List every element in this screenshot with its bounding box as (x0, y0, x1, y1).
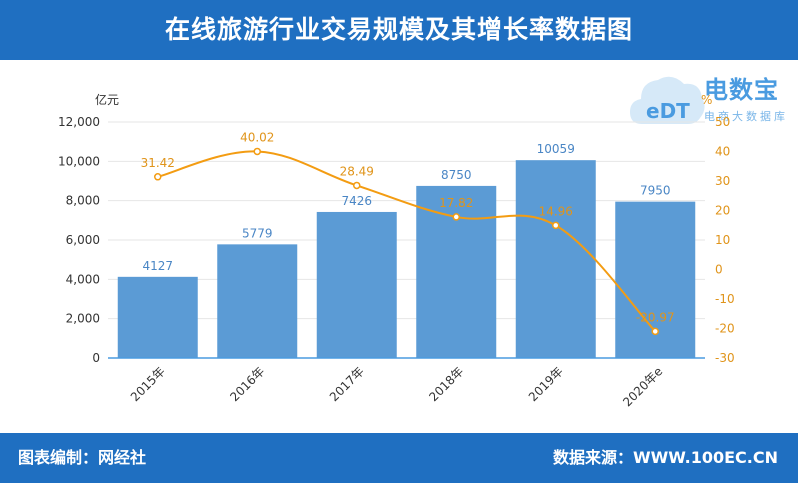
x-tick-label: 2018年 (426, 364, 466, 404)
growth-point (452, 213, 460, 221)
y2-tick-label: -20 (715, 322, 735, 336)
x-tick-label: 2020年e (620, 364, 665, 409)
growth-line-series: 31.42 40.02 28.49 17.82 14.96 -20.97 (141, 130, 675, 336)
growth-value-label: 28.49 (340, 164, 374, 178)
bar-value-label: 7426 (341, 194, 372, 208)
bar-value-label: 10059 (537, 142, 575, 156)
logo-sub-text: 电商大数据库 (704, 110, 788, 123)
bar-value-label: 4127 (142, 259, 173, 273)
y-tick-label: 2,000 (66, 312, 100, 326)
bar (416, 185, 497, 358)
bar-series: 4127 5779 7426 8750 10059 7950 (117, 142, 696, 358)
y-tick-label: 8,000 (66, 194, 100, 208)
cloud-icon: eDT (630, 76, 705, 124)
y-tick-label: 12,000 (58, 115, 100, 129)
gridlines (108, 121, 705, 320)
y-tick-label: 10,000 (58, 154, 100, 168)
y2-tick-label: 30 (715, 174, 730, 188)
logo-mark: eDT (646, 99, 690, 123)
logo-main-text: 电数宝 (704, 76, 779, 104)
chart-title: 在线旅游行业交易规模及其增长率数据图 (164, 15, 633, 44)
growth-value-label: 14.96 (539, 204, 573, 218)
x-tick-label: 2016年 (227, 364, 267, 404)
x-tick-label: 2019年 (526, 364, 566, 404)
growth-line (157, 150, 656, 333)
y2-tick-label: 10 (715, 233, 730, 247)
y2-tick-label: 0 (715, 263, 723, 277)
y-tick-label: 4,000 (66, 272, 100, 286)
bar (316, 211, 397, 358)
y-tick-label: 6,000 (66, 233, 100, 247)
bar (217, 244, 298, 358)
edatabao-logo: eDT 电数宝 电商大数据库 (628, 68, 793, 134)
y2-tick-label: -10 (715, 292, 735, 306)
x-tick-label: 2015年 (128, 364, 168, 404)
growth-value-label: 31.42 (141, 156, 175, 170)
growth-point (253, 147, 261, 156)
bar (515, 160, 596, 358)
x-tick-label: 2017年 (327, 364, 367, 404)
y2-tick-label: 50 (715, 115, 730, 129)
footer-source: 数据来源：WWW.100EC.CN (552, 448, 778, 467)
footer-credit: 图表编制：网经社 (18, 448, 147, 467)
y2-axis-label: % (701, 93, 712, 107)
y2-tick-label: 20 (715, 204, 730, 218)
growth-point (552, 221, 560, 230)
growth-point (353, 181, 361, 190)
chart-area: 4127 5779 7426 8750 10059 7950 31.42 40.02 28.4… (58, 92, 735, 409)
header-bar: 在线旅游行业交易规模及其增长率数据图 (0, 0, 798, 60)
bar (117, 276, 198, 358)
y2-tick-label: -30 (715, 351, 735, 365)
bar-value-label: 8750 (441, 168, 472, 182)
bar-value-label: 7950 (640, 184, 671, 198)
growth-value-label: 17.82 (439, 196, 473, 210)
growth-point (651, 327, 659, 336)
y-axis-label: 亿元 (95, 92, 119, 107)
bar-value-label: 5779 (242, 226, 273, 240)
footer-bar: 图表编制：网经社 数据来源：WWW.100EC.CN (0, 433, 798, 483)
growth-value-label: -20.97 (636, 310, 675, 324)
growth-value-label: 40.02 (240, 130, 274, 144)
growth-point (154, 173, 162, 181)
y2-tick-label: 40 (715, 145, 730, 159)
y-tick-label: 0 (92, 351, 100, 365)
